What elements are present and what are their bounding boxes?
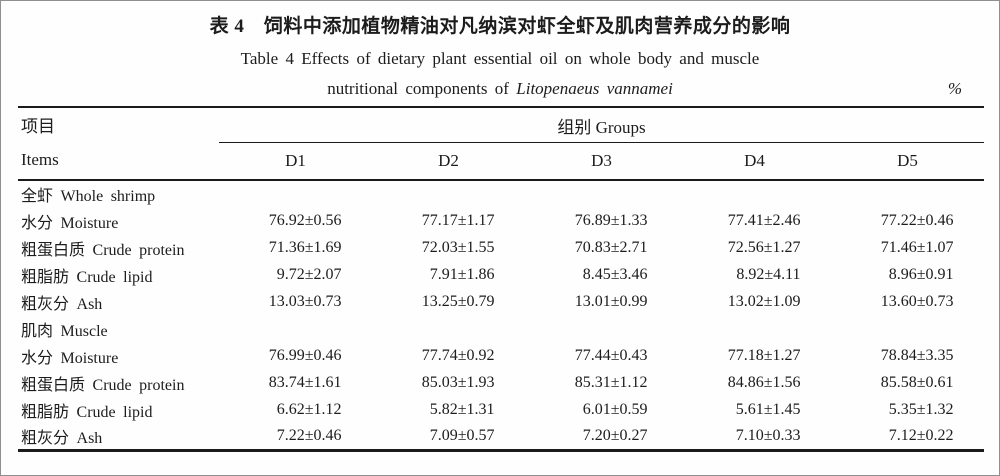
row-label: 水分 Moisture	[21, 349, 119, 367]
row-label: 粗脂肪 Crude lipid	[21, 403, 153, 421]
column-header-d5: D5	[831, 142, 984, 182]
section-row-muscle: 肌肉 Muscle	[18, 315, 984, 342]
cell-value: 7.20±0.27	[582, 426, 648, 444]
cell-value: 7.12±0.22	[888, 426, 954, 444]
cell-value: 72.56±1.27	[727, 238, 801, 256]
row-label: 水分 Moisture	[21, 214, 119, 232]
cell-value: 77.17±1.17	[421, 211, 495, 229]
cell-value: 8.92±4.11	[736, 265, 801, 283]
section-row-whole-shrimp: 全虾 Whole shrimp	[18, 180, 984, 207]
nutrition-table: 项目 Items 组别 Groups D1 D2 D3 D4 D5 全虾 Who…	[18, 106, 984, 452]
items-header-cell: 项目 Items	[18, 107, 219, 181]
cell-value: 72.03±1.55	[421, 238, 495, 256]
cell-value: 85.03±1.93	[421, 373, 495, 391]
cell-value: 5.82±1.31	[429, 400, 495, 418]
cell-value: 83.74±1.61	[268, 373, 342, 391]
table-title-en-line2: nutritional components of Litopenaeus va…	[1, 77, 999, 101]
cell-value: 84.86±1.56	[727, 373, 801, 391]
table-row-lipid-whole: 粗脂肪 Crude lipid 9.72±2.07 7.91±1.86 8.45…	[18, 261, 984, 288]
cell-value: 76.99±0.46	[268, 346, 342, 364]
cell-value: 76.89±1.33	[574, 211, 648, 229]
row-label: 粗灰分 Ash	[21, 429, 103, 447]
cell-value: 6.62±1.12	[276, 400, 342, 418]
items-header-zh: 项目	[21, 117, 55, 136]
title-line2-prefix: nutritional components of	[327, 79, 517, 98]
header-row-groups: 项目 Items 组别 Groups	[18, 107, 984, 181]
cell-value: 85.31±1.12	[574, 373, 648, 391]
table-row-protein-whole: 粗蛋白质 Crude protein 71.36±1.69 72.03±1.55…	[18, 234, 984, 261]
table-row-ash-whole: 粗灰分 Ash 13.03±0.73 13.25±0.79 13.01±0.99…	[18, 288, 984, 315]
row-label: 粗蛋白质 Crude protein	[21, 376, 185, 394]
cell-value: 5.61±1.45	[735, 400, 801, 418]
cell-value: 8.96±0.91	[888, 265, 954, 283]
table-row-ash-muscle: 粗灰分 Ash 7.22±0.46 7.09±0.57 7.20±0.27 7.…	[18, 423, 984, 450]
cell-value: 13.02±1.09	[727, 292, 801, 310]
items-header-en: Items	[21, 150, 59, 169]
row-label: 粗蛋白质 Crude protein	[21, 241, 185, 259]
column-header-d2: D2	[372, 142, 525, 182]
species-name: Litopenaeus vannamei	[516, 79, 673, 98]
cell-value: 71.46±1.07	[880, 238, 954, 256]
cell-value: 8.45±3.46	[582, 265, 648, 283]
column-header-d1: D1	[219, 142, 372, 182]
cell-value: 6.01±0.59	[582, 400, 648, 418]
cell-value: 13.25±0.79	[421, 292, 495, 310]
cell-value: 7.22±0.46	[276, 426, 342, 444]
cell-value: 70.83±2.71	[574, 238, 648, 256]
cell-value: 7.10±0.33	[735, 426, 801, 444]
cell-value: 78.84±3.35	[880, 346, 954, 364]
cell-value: 77.44±0.43	[574, 346, 648, 364]
table-row-protein-muscle: 粗蛋白质 Crude protein 83.74±1.61 85.03±1.93…	[18, 369, 984, 396]
header-row-dcols: D1 D2 D3 D4 D5	[18, 142, 984, 182]
row-label: 粗脂肪 Crude lipid	[21, 268, 153, 286]
cell-value: 7.09±0.57	[429, 426, 495, 444]
table-row-moisture-whole: 水分 Moisture 76.92±0.56 77.17±1.17 76.89±…	[18, 207, 984, 234]
row-label: 粗灰分 Ash	[21, 295, 103, 313]
cell-value: 5.35±1.32	[888, 400, 954, 418]
table-row-moisture-muscle: 水分 Moisture 76.99±0.46 77.74±0.92 77.44±…	[18, 342, 984, 369]
cell-value: 13.03±0.73	[268, 292, 342, 310]
cell-value: 13.01±0.99	[574, 292, 648, 310]
unit-label: %	[947, 79, 962, 98]
table-title-en-line1: Table 4 Effects of dietary plant essenti…	[240, 49, 760, 68]
groups-header: 组别 Groups	[219, 107, 984, 144]
column-header-d4: D4	[678, 142, 831, 182]
cell-value: 71.36±1.69	[268, 238, 342, 256]
cell-value: 9.72±2.07	[276, 265, 342, 283]
table-row-lipid-muscle: 粗脂肪 Crude lipid 6.62±1.12 5.82±1.31 6.01…	[18, 396, 984, 423]
table-title-zh: 表 4 饲料中添加植物精油对凡纳滨对虾全虾及肌肉营养成分的影响	[209, 16, 791, 37]
cell-value: 77.74±0.92	[421, 346, 495, 364]
cell-value: 13.60±0.73	[880, 292, 954, 310]
section-label: 全虾 Whole shrimp	[21, 188, 156, 205]
cell-value: 7.91±1.86	[429, 265, 495, 283]
cell-value: 76.92±0.56	[268, 211, 342, 229]
section-label: 肌肉 Muscle	[21, 322, 108, 340]
cell-value: 85.58±0.61	[880, 373, 954, 391]
cell-value: 77.22±0.46	[880, 211, 954, 229]
cell-value: 77.41±2.46	[727, 211, 801, 229]
column-header-d3: D3	[525, 142, 678, 182]
cell-value: 77.18±1.27	[727, 346, 801, 364]
